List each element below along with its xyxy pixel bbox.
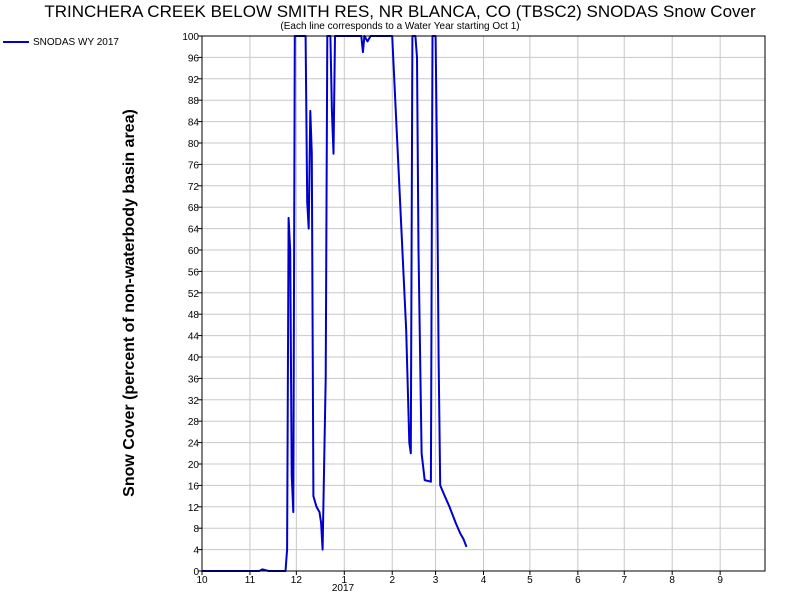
x-tick-label: 9	[717, 575, 723, 586]
y-tick-label: 36	[188, 374, 200, 385]
series-line-0	[202, 35, 468, 572]
y-tick-label: 16	[188, 481, 200, 492]
y-tick-label: 4	[193, 546, 199, 557]
y-tick-label: 60	[188, 246, 200, 257]
x-tick-label: 6	[575, 575, 581, 586]
chart-title: TRINCHERA CREEK BELOW SMITH RES, NR BLAN…	[44, 2, 756, 21]
legend: SNODAS WY 2017	[3, 37, 119, 48]
x-tick-label: 7	[621, 575, 627, 586]
y-tick-label: 20	[188, 460, 200, 471]
series-layer	[202, 35, 468, 572]
y-tick-label: 76	[188, 160, 200, 171]
x-tick-label: 11	[245, 575, 256, 586]
y-axis-label: Snow Cover (percent of non-waterbody bas…	[121, 109, 138, 497]
x-tick-label: 2	[389, 575, 395, 586]
chart-subtitle: (Each line corresponds to a Water Year s…	[280, 21, 519, 32]
x-tick-label: 4	[481, 575, 487, 586]
x-tick-label: 8	[669, 575, 675, 586]
y-tick-label: 68	[188, 203, 200, 214]
y-tick-label: 48	[188, 310, 200, 321]
x-tick-label: 5	[527, 575, 533, 586]
y-tick-label: 12	[188, 503, 200, 514]
x-tick-label: 1	[342, 575, 348, 586]
plot-frame	[201, 35, 766, 572]
y-tick-label: 100	[182, 32, 199, 43]
x-tick-label: 10	[196, 575, 208, 586]
y-tick-label: 44	[188, 332, 200, 343]
grid	[201, 35, 765, 572]
x-axis-year-label: 2017	[332, 583, 355, 594]
y-tick-label: 56	[188, 267, 200, 278]
y-tick-label: 64	[188, 225, 200, 236]
x-axis-ticks: 10 11 12 1 2 3 4 5 6 7 8 9	[196, 571, 723, 586]
y-tick-label: 96	[188, 53, 200, 64]
y-axis-ticks: 0481216202428323640444852566064687276808…	[182, 32, 202, 578]
legend-label-wy2017: SNODAS WY 2017	[33, 37, 119, 48]
y-tick-label: 40	[188, 353, 200, 364]
y-tick-label: 28	[188, 417, 200, 428]
y-tick-label: 72	[188, 182, 200, 193]
y-tick-label: 8	[193, 524, 199, 535]
y-tick-label: 0	[193, 567, 199, 578]
y-tick-label: 52	[188, 289, 200, 300]
y-tick-label: 32	[188, 396, 200, 407]
y-tick-label: 80	[188, 139, 200, 150]
y-tick-label: 84	[188, 118, 200, 129]
y-tick-label: 24	[188, 439, 200, 450]
y-tick-label: 92	[188, 75, 200, 86]
x-tick-label: 3	[433, 575, 439, 586]
y-tick-label: 88	[188, 96, 200, 107]
x-tick-label: 12	[291, 575, 303, 586]
